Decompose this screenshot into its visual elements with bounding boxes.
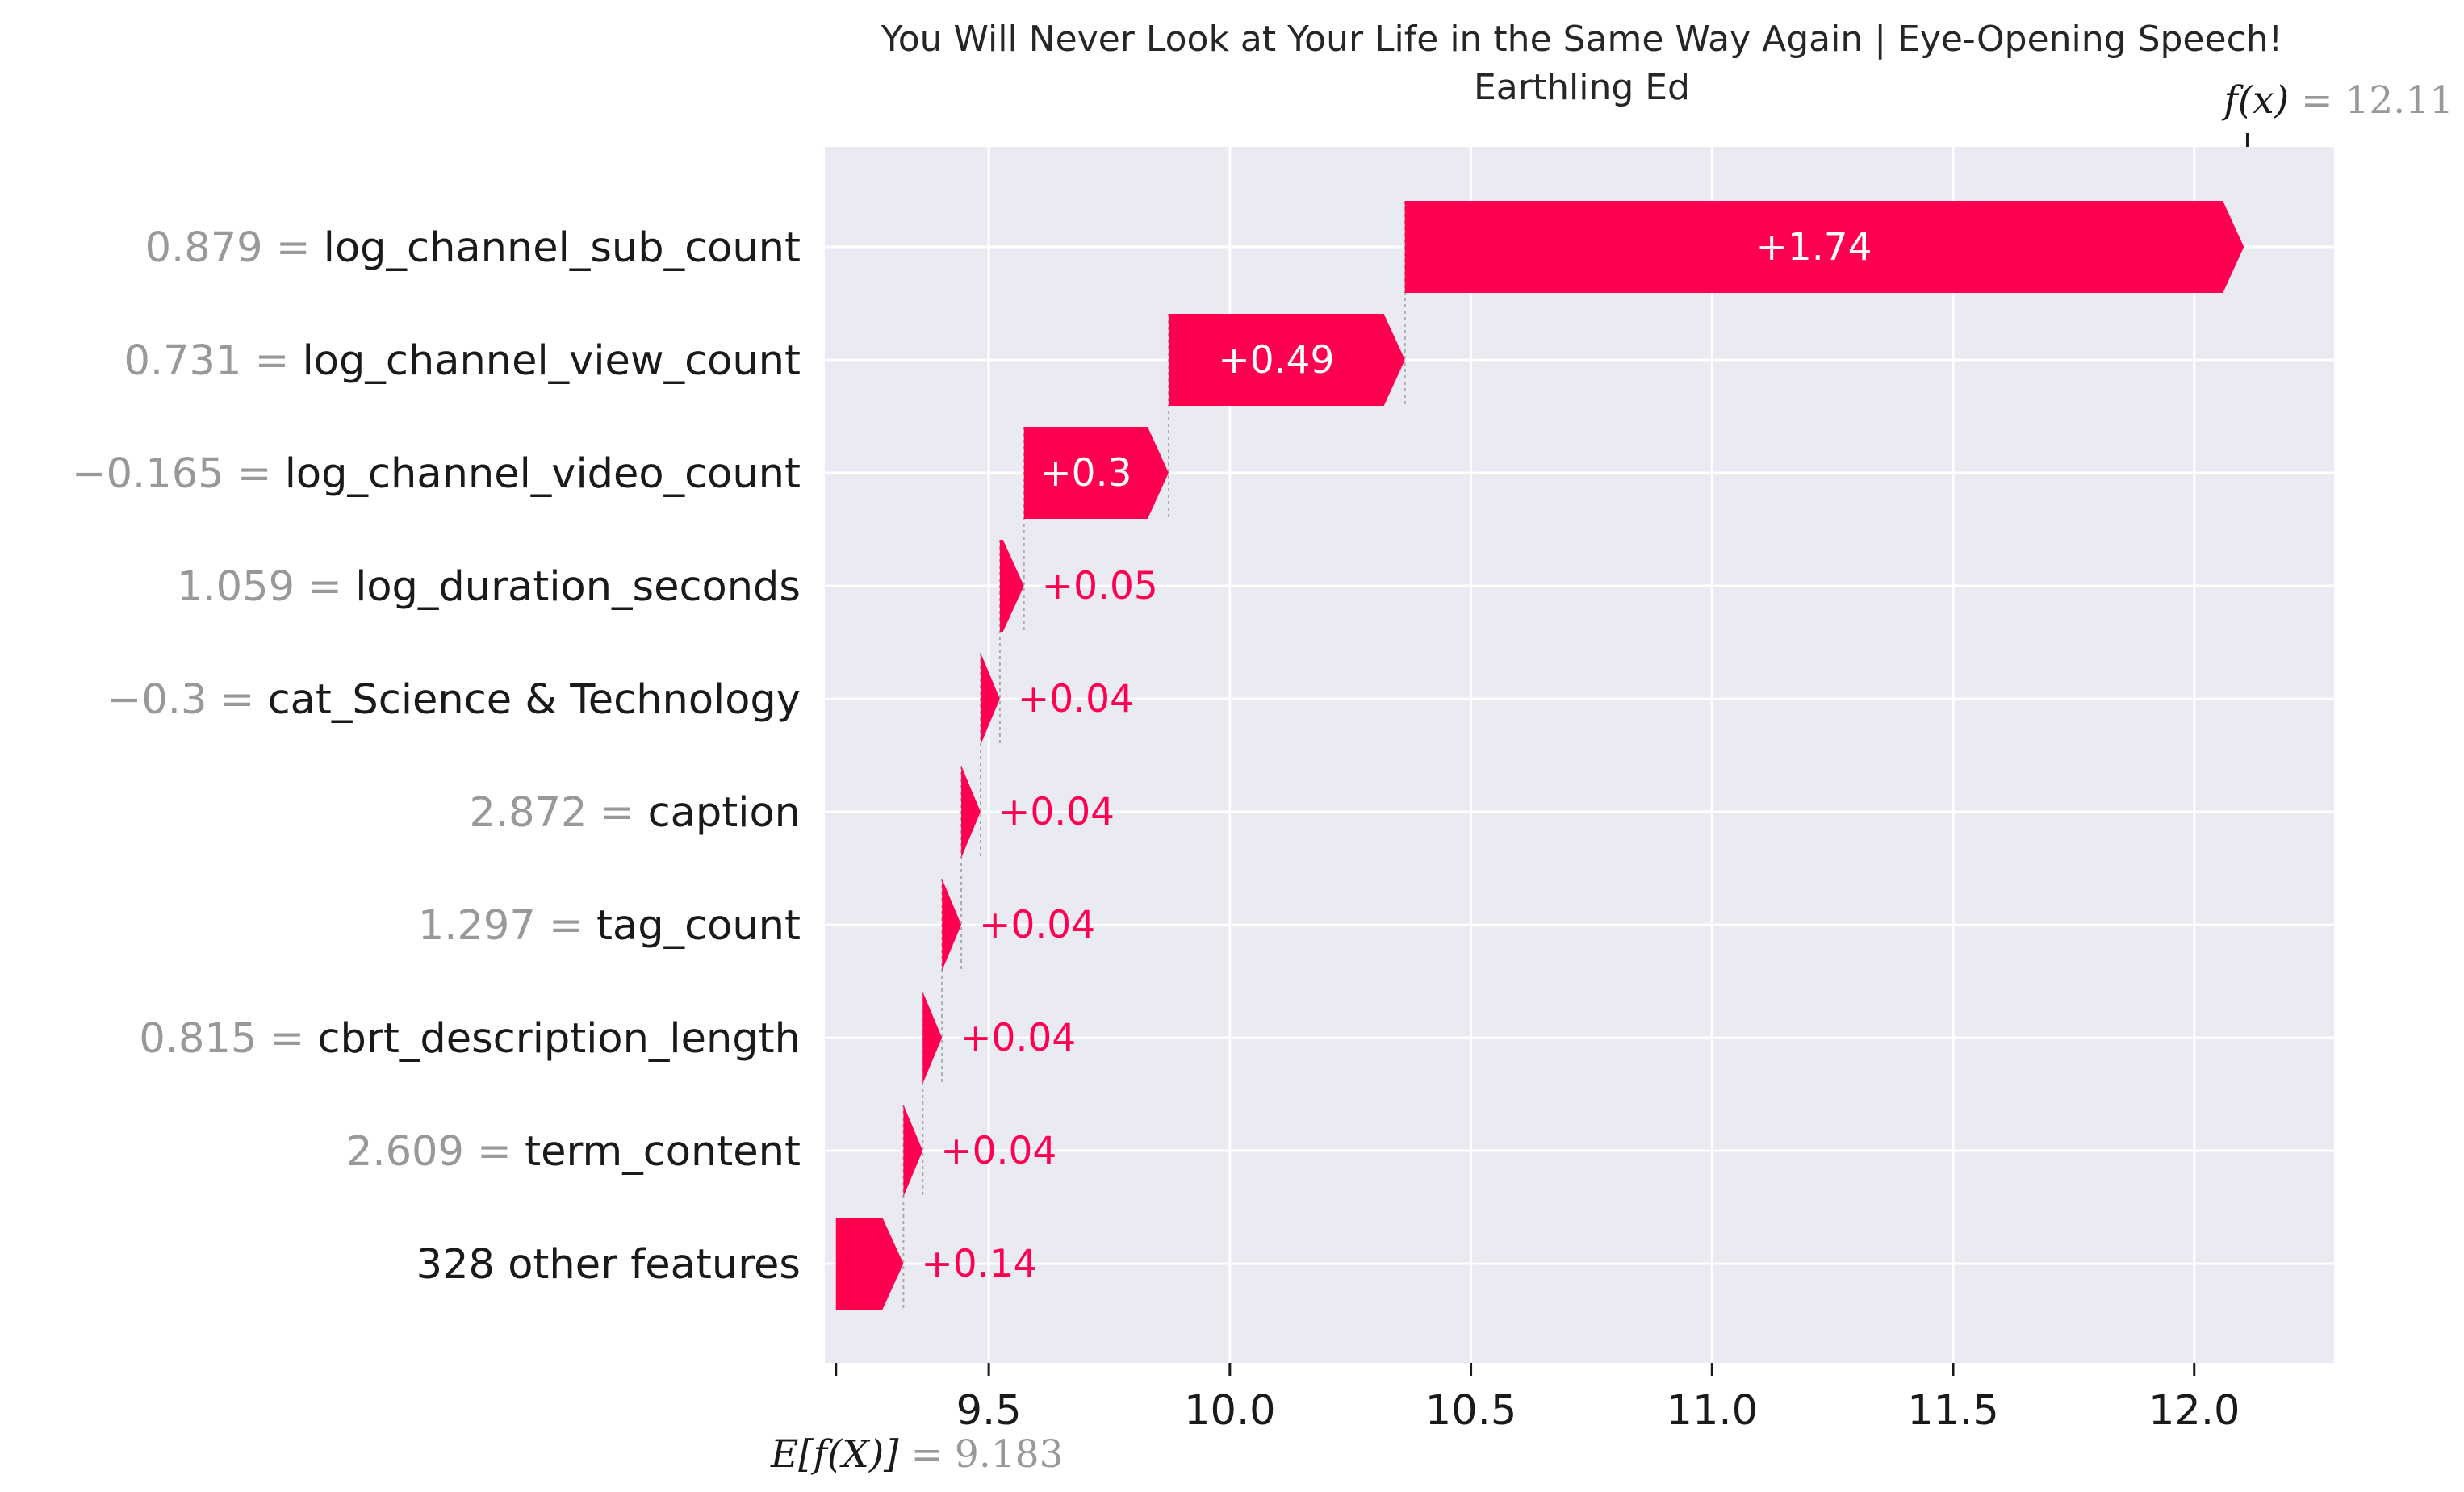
- plot-area: [825, 147, 2334, 1363]
- contribution-labels: +1.74 +0.49 +0.3 +0.05 +0.04 +0.04 +0.04 +0.04 +…: [921, 225, 1872, 1286]
- output-value-number: = 12.11: [2301, 78, 2454, 123]
- x-tick-label: 10.5: [1425, 1387, 1517, 1435]
- bar-log-channel-video-count: [1023, 427, 1169, 519]
- bar-value-label: +1.74: [1755, 225, 1872, 270]
- feature-name: 328 other features: [416, 1241, 801, 1289]
- feature-name: caption: [648, 789, 801, 837]
- base-value-text: E[f(X)] = 9.183: [770, 1432, 1063, 1477]
- bar-cbrt-description-length: [922, 992, 943, 1084]
- bar-value-label: +0.04: [998, 790, 1115, 834]
- feature-value: 0.731 =: [123, 337, 302, 385]
- feature-name: cat_Science & Technology: [268, 676, 801, 724]
- bar-log-channel-sub-count: [1404, 201, 2244, 293]
- bar-caption: [961, 766, 981, 858]
- feature-name: cbrt_description_length: [317, 1015, 801, 1063]
- feature-label: 0.879 = log_channel_sub_count: [145, 224, 801, 272]
- output-value-var: f(x): [2221, 78, 2289, 123]
- feature-value: 0.879 =: [145, 224, 324, 272]
- feature-name: term_content: [525, 1128, 801, 1176]
- bar-value-label: +0.14: [921, 1242, 1037, 1286]
- feature-label: −0.3 = cat_Science & Technology: [107, 676, 801, 724]
- bar-value-label: +0.04: [1018, 677, 1134, 721]
- contribution-bars: [835, 201, 2244, 1310]
- feature-label: −0.165 = log_channel_video_count: [72, 450, 801, 498]
- feature-value: 2.609 =: [346, 1128, 525, 1176]
- bar-term-content: [903, 1105, 923, 1197]
- x-tick-label: 11.0: [1667, 1387, 1759, 1435]
- feature-value: −0.165 =: [72, 450, 285, 498]
- x-axis: 9.5 10.0 10.5 11.0 11.5 12.0: [835, 1363, 2240, 1435]
- feature-name: log_channel_sub_count: [324, 224, 801, 272]
- bar-log-channel-view-count: [1168, 314, 1405, 406]
- feature-value: 2.872 =: [469, 789, 647, 837]
- feature-name: log_duration_seconds: [355, 563, 801, 611]
- bar-tag-count: [942, 879, 962, 971]
- feature-name: log_channel_video_count: [285, 450, 801, 498]
- feature-value: 0.815 =: [139, 1015, 317, 1063]
- x-tick-label: 10.0: [1184, 1387, 1276, 1435]
- x-tick-label: 12.0: [2148, 1387, 2240, 1435]
- x-tick-label: 11.5: [1907, 1387, 1999, 1435]
- feature-label: 0.731 = log_channel_view_count: [123, 337, 801, 385]
- x-tick-label: 9.5: [956, 1387, 1022, 1435]
- feature-name: tag_count: [596, 902, 801, 950]
- base-value-annotation: E[f(X)] = 9.183: [770, 1432, 1063, 1477]
- feature-label: 0.815 = cbrt_description_length: [139, 1015, 801, 1063]
- base-value-number: = 9.183: [911, 1432, 1064, 1477]
- bar-value-label: +0.3: [1040, 451, 1132, 495]
- chart-title-line-1: You Will Never Look at Your Life in the …: [881, 19, 2283, 60]
- feature-label: 328 other features: [416, 1241, 801, 1289]
- bar-value-label: +0.05: [1042, 564, 1158, 608]
- feature-value: 1.059 =: [177, 563, 355, 611]
- bar-328-other-features: [835, 1218, 904, 1310]
- feature-label: 2.872 = caption: [469, 789, 801, 837]
- feature-label: 1.059 = log_duration_seconds: [177, 563, 801, 611]
- horizontal-gridlines: [825, 245, 2334, 1265]
- feature-value: −0.3 =: [107, 676, 268, 724]
- bar-value-label: +0.49: [1218, 338, 1334, 382]
- feature-label: 1.297 = tag_count: [418, 902, 801, 950]
- bar-value-label: +0.04: [940, 1129, 1056, 1173]
- output-value-annotation: f(x) = 12.11: [2221, 78, 2454, 147]
- chart-title-line-2: Earthling Ed: [1474, 67, 1690, 108]
- bar-value-label: +0.04: [979, 903, 1095, 947]
- feature-name: log_channel_view_count: [303, 337, 801, 385]
- feature-label: 2.609 = term_content: [346, 1128, 801, 1176]
- bar-log-duration-seconds: [999, 540, 1024, 632]
- feature-value: 1.297 =: [418, 902, 596, 950]
- feature-labels: 0.879 = log_channel_sub_count 0.731 = log…: [72, 224, 801, 1289]
- bar-cat-science-technology: [980, 653, 1000, 745]
- bar-value-label: +0.04: [960, 1016, 1076, 1060]
- output-value-text: f(x) = 12.11: [2221, 78, 2454, 123]
- base-value-var: E[f(X)]: [770, 1432, 899, 1477]
